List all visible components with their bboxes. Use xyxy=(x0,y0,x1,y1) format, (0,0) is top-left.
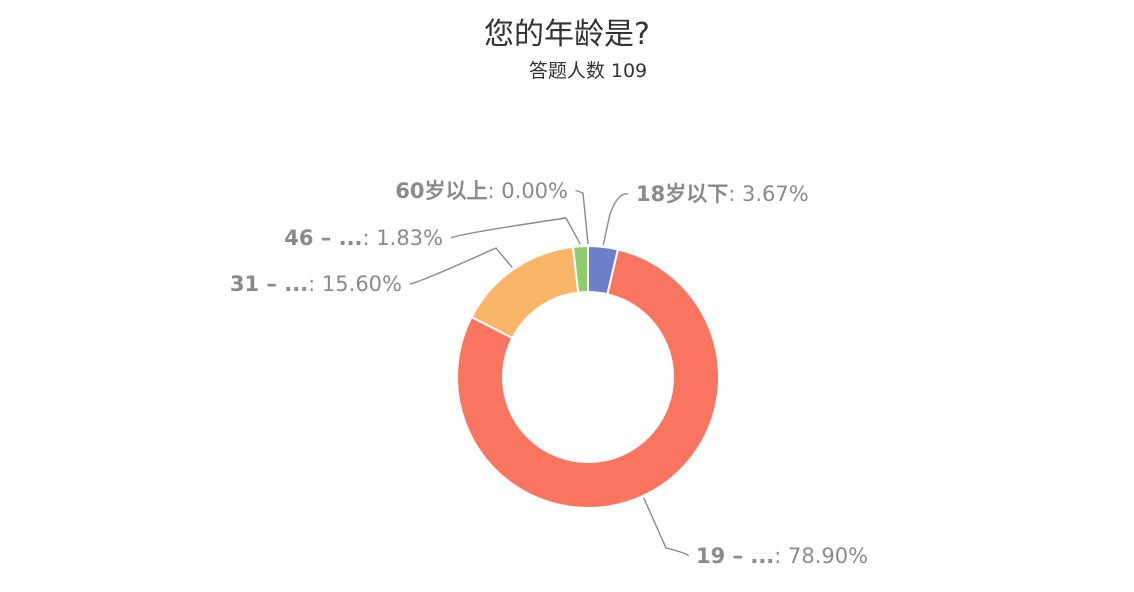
slice-label-name: 31 – ... xyxy=(230,272,308,296)
slice-label-name: 19 – ... xyxy=(696,544,774,568)
slice-label-value: : 1.83% xyxy=(363,226,443,250)
slice-label-5: 60岁以上: 0.00% xyxy=(395,179,568,203)
slice-label-name: 60岁以上 xyxy=(395,179,487,203)
slice-labels: 18岁以下: 3.67% 19 – ...: 78.90% 31 – ...: 15… xyxy=(230,179,868,568)
slice-label-2: 19 – ...: 78.90% xyxy=(696,544,868,568)
leader-line-2 xyxy=(643,497,689,557)
leader-line-1 xyxy=(602,193,629,246)
slice-label-4: 46 – ...: 1.83% xyxy=(284,226,443,250)
pie-slices xyxy=(456,244,720,509)
slice-label-name: 18岁以下 xyxy=(636,182,728,206)
slice-label-value: : 0.00% xyxy=(488,179,568,203)
slice-label-value: : 15.60% xyxy=(308,272,402,296)
leader-line-3 xyxy=(409,247,513,285)
chart-title: 您的年龄是? xyxy=(484,17,650,52)
slice-label-value: : 78.90% xyxy=(774,544,868,568)
slice-label-3: 31 – ...: 15.60% xyxy=(230,272,402,296)
pie-slice-2 xyxy=(456,248,720,509)
slice-label-value: : 3.67% xyxy=(728,182,808,206)
pie-slice-3 xyxy=(470,245,580,340)
leader-line-4 xyxy=(450,217,581,245)
slice-label-name: 46 – ... xyxy=(284,226,362,250)
slice-label-1: 18岁以下: 3.67% xyxy=(636,182,809,206)
pie-slice-4 xyxy=(571,244,589,294)
chart-subtitle: 答题人数 109 xyxy=(529,60,647,82)
label-leader-lines xyxy=(409,190,689,557)
leader-line-5 xyxy=(575,190,589,245)
